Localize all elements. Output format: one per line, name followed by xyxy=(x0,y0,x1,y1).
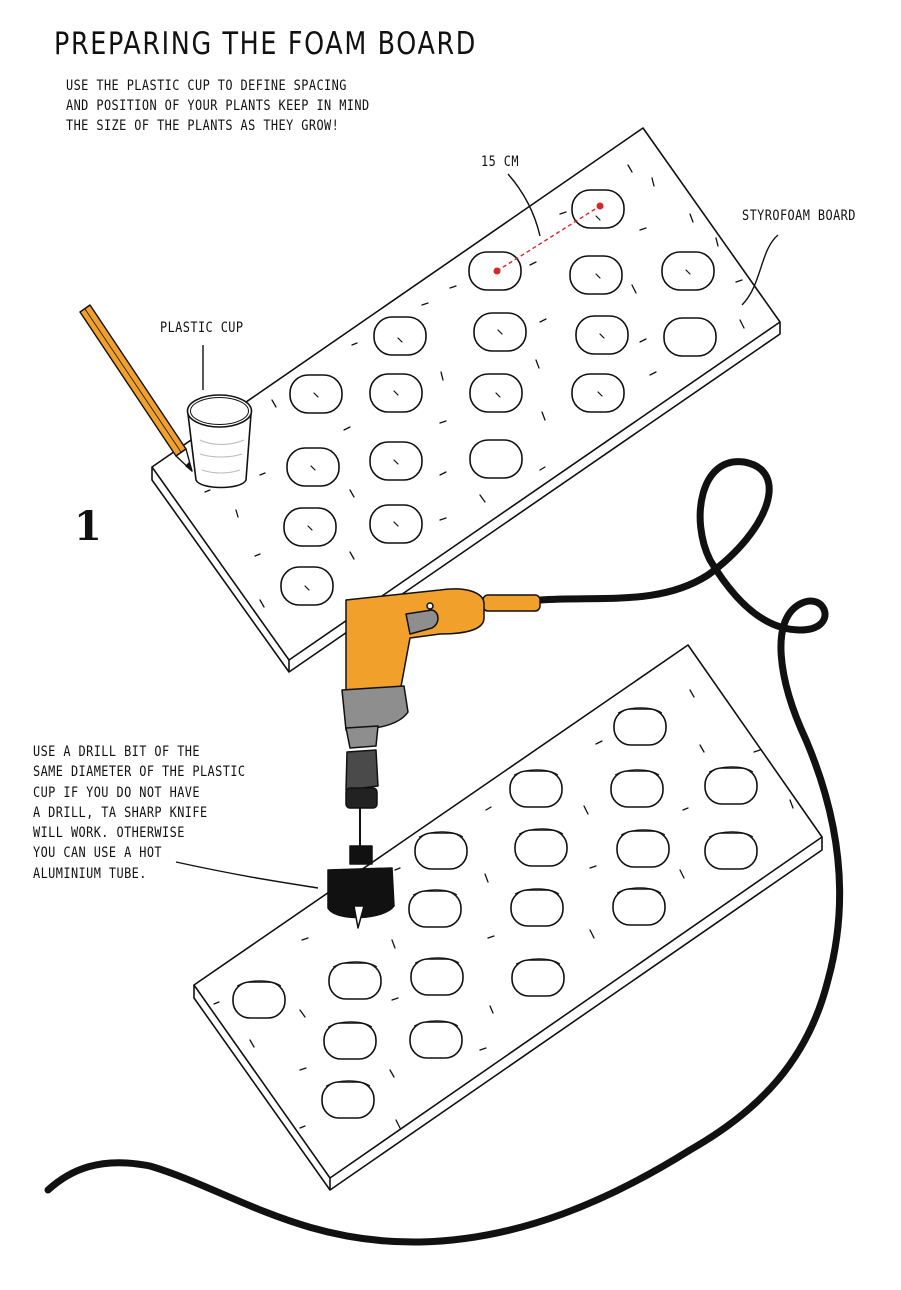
board-label: STYROFOAM BOARD xyxy=(742,208,856,224)
bottom-foam-texture xyxy=(213,689,794,1129)
foam-texture xyxy=(204,164,745,608)
intro-text: USE THE PLASTIC CUP TO DEFINE SPACING AN… xyxy=(66,76,370,136)
page-title: PREPARING THE FOAM BOARD xyxy=(54,26,478,62)
step-number: 1 xyxy=(74,503,102,550)
bottom-board-holes xyxy=(232,708,758,1119)
spacing-label: 15 CM xyxy=(481,154,519,170)
drill-line: ALUMINIUM TUBE. xyxy=(33,865,147,882)
board-leader xyxy=(741,234,779,306)
plastic-cup-drawing xyxy=(186,394,253,489)
drill-line: WILL WORK. OTHERWISE xyxy=(33,825,185,842)
intro-line: THE SIZE OF THE PLANTS AS THEY GROW! xyxy=(66,118,340,134)
drill-line: YOU CAN USE A HOT xyxy=(33,845,163,862)
drill-instructions: USE A DRILL BIT OF THE SAME DIAMETER OF … xyxy=(33,742,246,884)
intro-line: USE THE PLASTIC CUP TO DEFINE SPACING xyxy=(66,78,347,94)
drill-line: CUP IF YOU DO NOT HAVE xyxy=(33,784,200,801)
drill-leader xyxy=(175,861,319,889)
pencil-drawing xyxy=(79,304,193,472)
drill-line: USE A DRILL BIT OF THE xyxy=(33,744,200,760)
intro-line: AND POSITION OF YOUR PLANTS KEEP IN MIND xyxy=(66,98,370,114)
drill-cord xyxy=(44,458,844,1246)
drill-line: SAME DIAMETER OF THE PLASTIC xyxy=(33,764,246,781)
spacing-marker xyxy=(493,173,604,275)
bottom-hole-rims xyxy=(236,707,754,1087)
bottom-foam-board xyxy=(193,644,823,1191)
drill-line: A DRILL, TA SHARP KNIFE xyxy=(33,804,208,821)
cup-label: PLASTIC CUP xyxy=(160,320,244,336)
drill-drawing xyxy=(327,588,541,929)
